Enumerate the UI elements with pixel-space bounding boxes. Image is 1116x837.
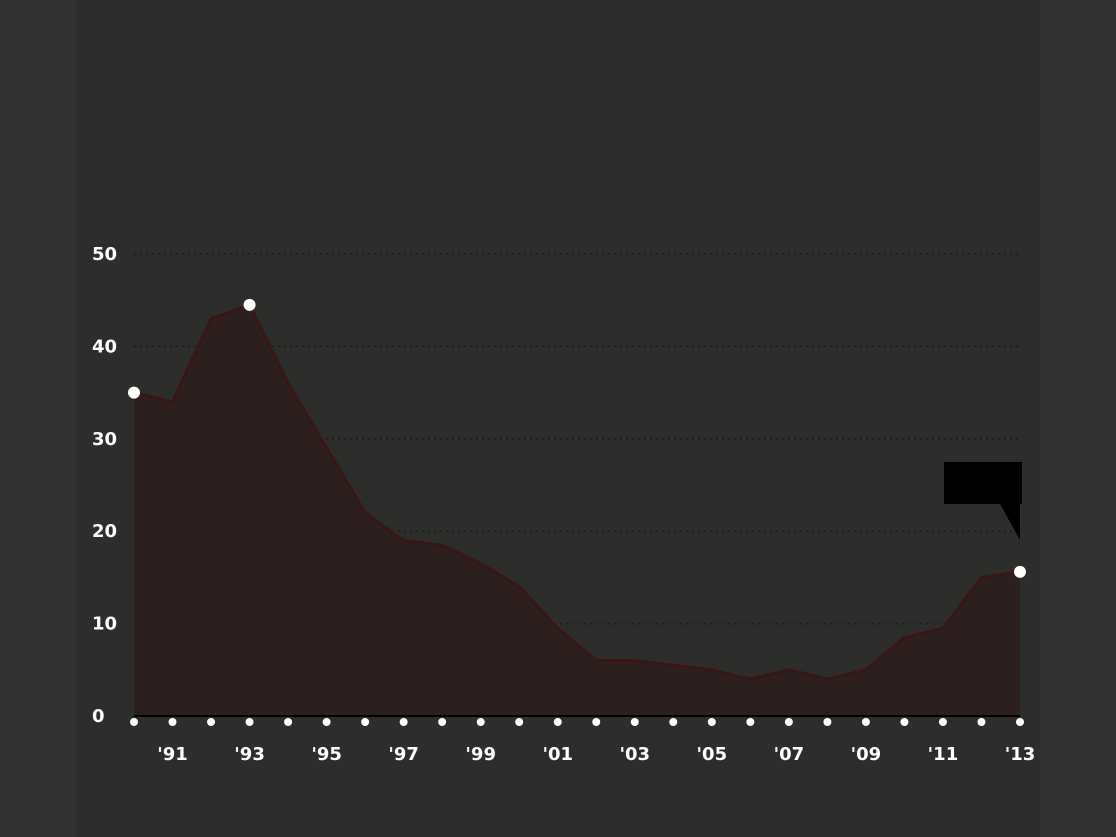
x-tick-label: '95 [311,744,342,765]
x-tick-mark [669,718,678,726]
x-tick-mark [245,718,254,726]
callout-box [944,462,1022,504]
x-tick-label: '99 [465,744,496,765]
y-tick-label: 40 [92,336,117,357]
x-tick-mark [938,718,947,726]
highlight-point [128,386,140,399]
x-tick-label: '09 [851,744,882,765]
x-tick-mark [515,718,524,726]
x-tick-mark [630,718,639,726]
x-tick-mark [361,718,370,726]
x-tick-mark [900,718,909,726]
x-tick-label: '13 [1005,744,1036,765]
x-tick-mark [476,718,485,726]
x-tick-mark [553,718,562,726]
x-tick-mark [823,718,832,726]
y-tick-labels: 0 10 20 30 40 50 [92,244,117,727]
y-tick-label: 30 [92,429,117,450]
highlight-point [243,298,256,311]
x-tick-label: '03 [620,744,651,765]
grid-lines [134,253,1020,625]
x-tick-mark [1016,718,1024,726]
x-tick-mark [168,718,177,726]
x-tick-mark [438,718,447,726]
x-tick-label: '01 [542,744,573,765]
series-area [134,304,1020,716]
x-tick-label: '05 [697,744,728,765]
x-tick-mark [592,718,601,726]
x-tick-mark [284,718,293,726]
x-tick-mark [784,718,793,726]
y-tick-label: 20 [92,521,117,542]
y-tick-label: 10 [92,614,117,635]
x-tick-mark [977,718,986,726]
callout [944,462,1022,540]
highlight-point [1014,565,1026,578]
series-line [133,302,1021,681]
x-tick-mark [861,718,870,726]
x-tick-mark [207,718,216,726]
x-tick-mark [399,718,408,726]
x-tick-label: '97 [388,744,419,765]
x-tick-label: '91 [157,744,188,765]
x-tick-label: '93 [234,744,265,765]
callout-pointer [1000,504,1020,540]
x-tick-label: '11 [928,744,959,765]
x-tick-labels: '91 '93 '95 '97 '99 '01 '03 '05 '07 '09 '11 '13 [130,718,1035,765]
y-tick-label: 0 [92,706,105,727]
x-tick-mark [322,718,331,726]
x-tick-mark [746,718,755,726]
x-tick-mark [130,718,138,726]
x-tick-mark [707,718,716,726]
x-tick-label: '07 [774,744,805,765]
y-tick-label: 50 [92,244,117,265]
data-points [128,298,1026,578]
